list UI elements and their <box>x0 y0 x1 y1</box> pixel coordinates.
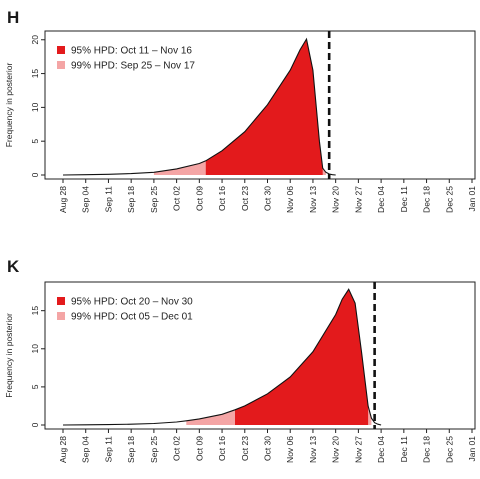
legend-label: 95% HPD: Oct 20 – Nov 30 <box>71 297 193 308</box>
x-tick-label: Oct 30 <box>263 436 273 461</box>
x-tick-label: Dec 25 <box>444 436 454 463</box>
y-tick-label: 0 <box>30 172 40 177</box>
x-tick-label: Oct 09 <box>194 436 204 461</box>
x-tick-label: Sep 04 <box>81 436 91 463</box>
x-tick-label: Nov 13 <box>308 186 318 213</box>
x-tick-label: Sep 04 <box>81 186 91 213</box>
y-tick-label: 15 <box>30 306 40 316</box>
x-tick-label: Sep 25 <box>149 436 159 463</box>
legend-label: 99% HPD: Oct 05 – Dec 01 <box>71 312 193 323</box>
legend-label: 95% HPD: Oct 11 – Nov 16 <box>71 46 192 57</box>
y-tick-label: 10 <box>30 344 40 354</box>
x-tick-label: Dec 11 <box>399 186 409 213</box>
x-tick-label: Oct 23 <box>240 436 250 461</box>
x-tick-label: Oct 02 <box>172 436 182 461</box>
x-tick-label: Jan 01 <box>467 186 477 212</box>
x-tick-label: Nov 20 <box>331 436 341 463</box>
panel-h: H 0 5 10 15 20 Frequency in posterior Aug 28 Sep… <box>4 8 477 213</box>
y-tick-label: 0 <box>30 422 40 427</box>
x-tick-label: Nov 06 <box>285 186 295 213</box>
x-tick-label: Oct 02 <box>172 186 182 211</box>
density-curve <box>62 37 336 176</box>
legend-swatch <box>57 61 65 69</box>
x-tick-label: Nov 06 <box>285 436 295 463</box>
hpd95-area <box>205 39 323 175</box>
x-tick-label: Dec 25 <box>444 186 454 213</box>
x-tick-label: Dec 04 <box>376 186 386 213</box>
x-tick-label: Jan 01 <box>467 436 477 462</box>
x-tick-label: Sep 18 <box>126 186 136 213</box>
y-axis-label: Frequency in posterior <box>4 63 14 148</box>
x-tick-label: Oct 30 <box>263 186 273 211</box>
x-tick-label: Nov 27 <box>353 186 363 213</box>
plot-frame <box>44 30 476 180</box>
y-tick-label: 20 <box>30 35 40 45</box>
y-tick-label: 5 <box>30 384 40 389</box>
y-tick-label: 15 <box>30 69 40 79</box>
x-tick-label: Sep 25 <box>149 186 159 213</box>
x-tick-label: Dec 04 <box>376 436 386 463</box>
hpd95-area <box>235 289 369 425</box>
legend-swatch <box>57 46 65 54</box>
x-tick-label: Sep 18 <box>126 436 136 463</box>
x-tick-label: Dec 18 <box>422 186 432 213</box>
legend-swatch <box>57 312 65 320</box>
x-tick-label: Aug 28 <box>58 436 68 463</box>
plot-frame <box>44 281 476 430</box>
x-tick-label: Nov 20 <box>331 186 341 213</box>
x-tick-label: Sep 11 <box>103 186 113 213</box>
legend-label: 99% HPD: Sep 25 – Nov 17 <box>71 61 195 72</box>
y-axis-label: Frequency in posterior <box>4 313 14 398</box>
x-tick-label: Oct 09 <box>194 186 204 211</box>
x-tick-label: Aug 28 <box>58 186 68 213</box>
x-tick-label: Oct 16 <box>217 186 227 211</box>
panel-letter: H <box>7 8 19 27</box>
y-tick-label: 10 <box>30 102 40 112</box>
x-tick-label: Sep 11 <box>103 436 113 463</box>
panel-letter: K <box>7 257 20 276</box>
x-tick-label: Oct 16 <box>217 436 227 461</box>
x-tick-label: Nov 13 <box>308 436 318 463</box>
panel-k: K 0 5 10 15 Frequency in posterior Aug 28 Sep 0… <box>4 257 477 463</box>
density-curve <box>62 288 382 426</box>
x-tick-label: Dec 11 <box>399 436 409 463</box>
legend-swatch <box>57 297 65 305</box>
y-tick-label: 5 <box>30 139 40 144</box>
x-tick-label: Nov 27 <box>353 436 363 463</box>
x-tick-label: Dec 18 <box>422 436 432 463</box>
x-tick-label: Oct 23 <box>240 186 250 211</box>
